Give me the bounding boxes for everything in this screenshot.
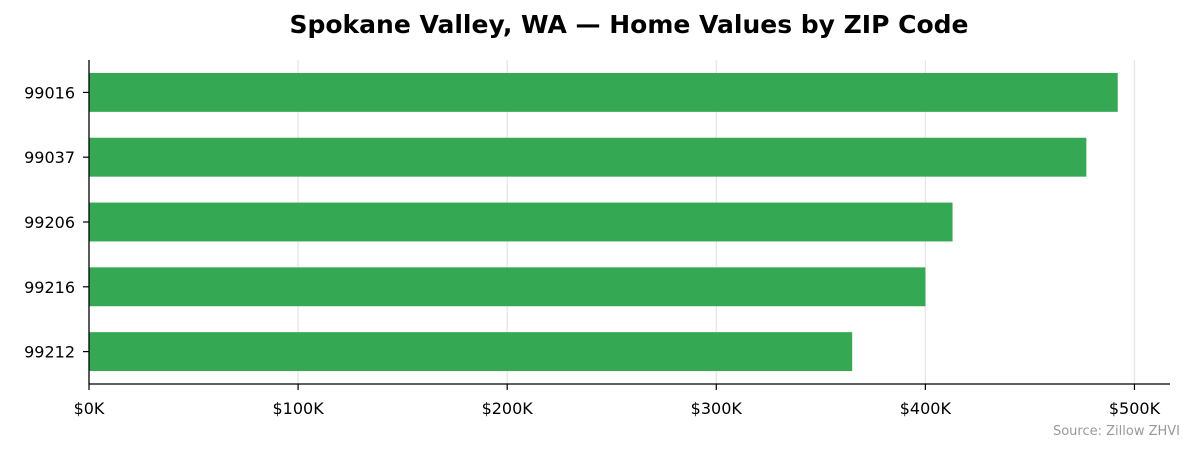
- x-tick-label: $200K: [482, 399, 534, 418]
- bar-99037: [89, 137, 1087, 177]
- x-tick-label: $400K: [900, 399, 952, 418]
- x-tick-label: $300K: [691, 399, 743, 418]
- y-tick-label: 99216: [24, 278, 75, 297]
- x-tick-label: $0K: [74, 399, 105, 418]
- y-tick-label: 99037: [24, 148, 75, 167]
- bar-99216: [89, 267, 926, 307]
- chart-title: Spokane Valley, WA — Home Values by ZIP …: [289, 10, 969, 39]
- bar-99212: [89, 332, 853, 372]
- y-tick-label: 99016: [24, 83, 75, 102]
- source-note: Source: Zillow ZHVI: [1052, 424, 1180, 439]
- y-tick-label: 99212: [24, 343, 75, 362]
- bars: [89, 72, 1118, 372]
- y-tick-label: 99206: [24, 213, 75, 232]
- y-tick-labels: 99016 99037 99206 99216 99212: [24, 83, 89, 362]
- x-tick-label: $100K: [272, 399, 324, 418]
- x-tick-labels: $0K $100K $200K $300K $400K $500K: [74, 384, 1161, 418]
- bar-99206: [89, 202, 953, 242]
- x-tick-label: $500K: [1109, 399, 1161, 418]
- bar-99016: [89, 72, 1118, 112]
